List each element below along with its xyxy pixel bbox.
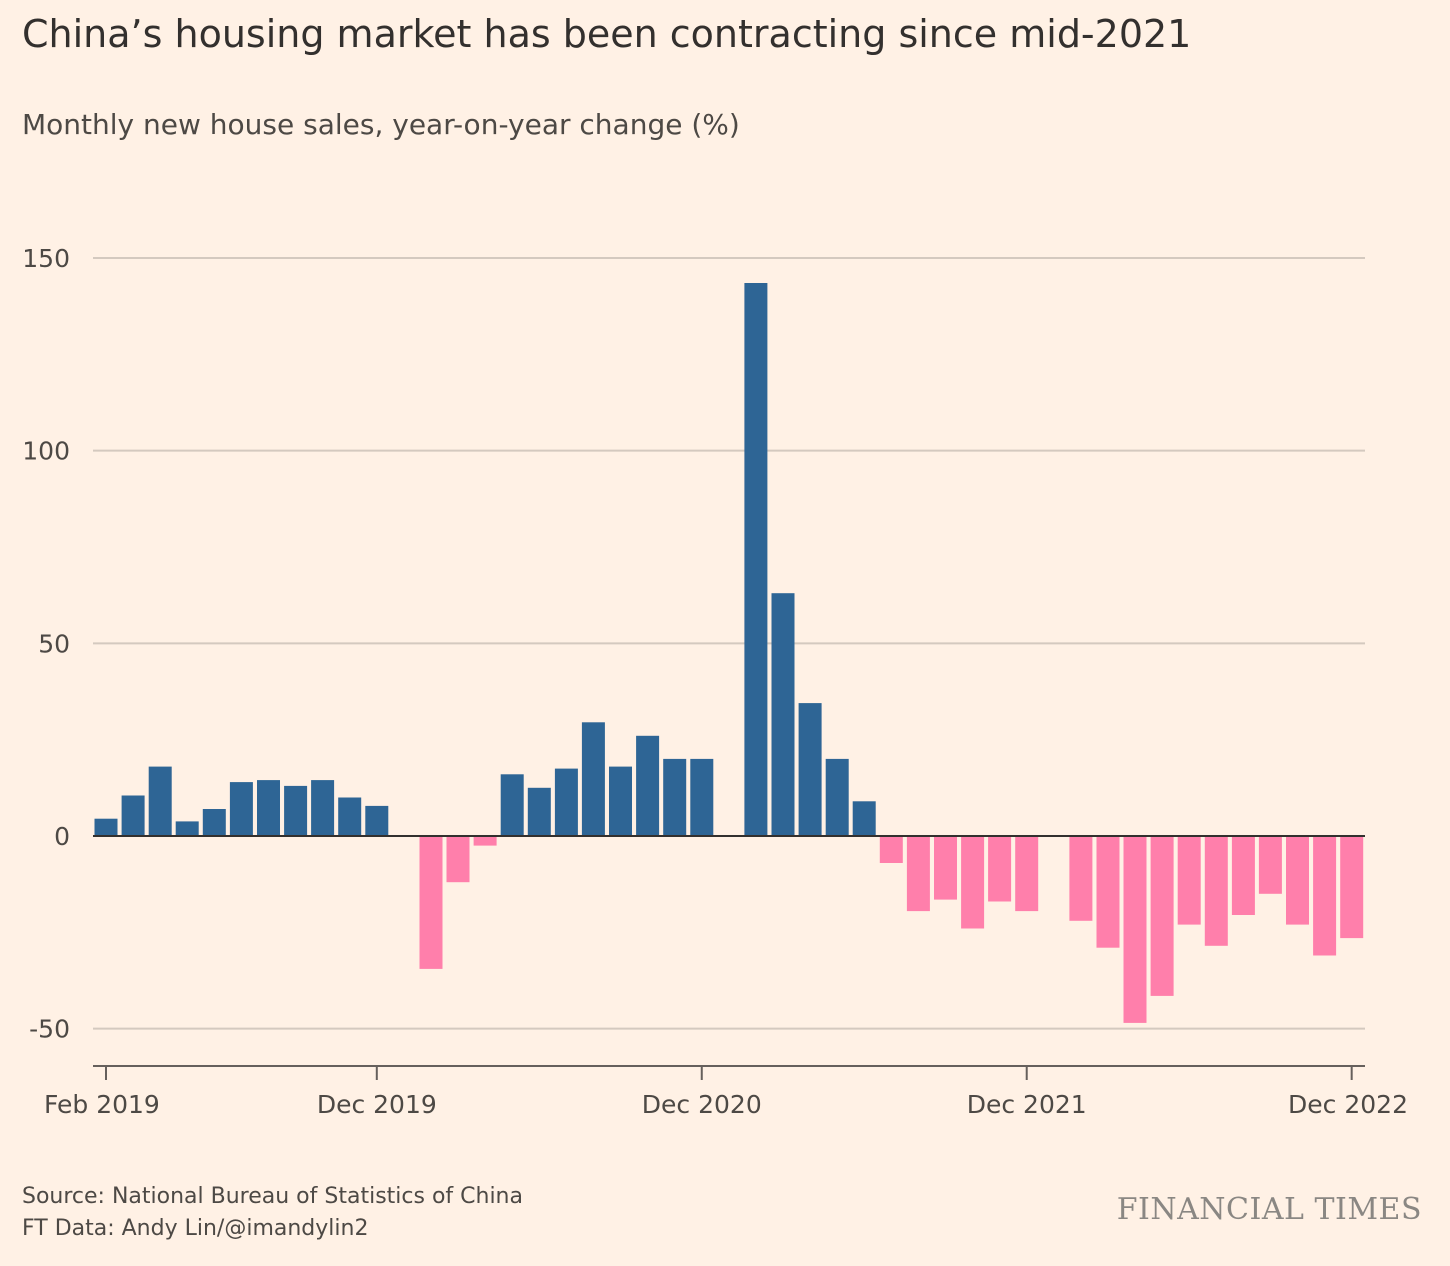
y-tick-label: 0 <box>54 822 70 851</box>
y-tick-label: -50 <box>29 1015 70 1044</box>
bar <box>1204 836 1228 946</box>
bar <box>1150 836 1174 996</box>
bar <box>1313 836 1337 956</box>
bar <box>419 836 443 969</box>
chart-subtitle: Monthly new house sales, year-on-year ch… <box>22 108 740 141</box>
x-tick-label: Dec 2020 <box>642 1090 762 1119</box>
chart-title: China’s housing market has been contract… <box>22 12 1192 56</box>
bar <box>988 836 1012 902</box>
bar <box>934 836 957 900</box>
bar <box>527 787 551 836</box>
bar <box>609 766 632 836</box>
bar <box>1069 836 1093 921</box>
bar <box>825 758 849 836</box>
bar <box>1231 836 1255 915</box>
credit-note: FT Data: Andy Lin/@imandylin2 <box>22 1216 369 1241</box>
bar <box>311 780 335 836</box>
bar <box>148 766 172 836</box>
bar <box>879 836 903 863</box>
y-tick-label: 150 <box>22 244 70 273</box>
y-axis-labels: 150 100 50 0 -50 <box>22 244 70 1044</box>
x-axis: Feb 2019 Dec 2019 Dec 2020 Dec 2021 Dec 2022 <box>44 1065 1408 1119</box>
y-tick-label: 50 <box>38 629 70 658</box>
x-tick-label: Dec 2022 <box>1288 1090 1408 1119</box>
bar <box>202 809 226 836</box>
bar <box>94 818 118 836</box>
bar <box>771 593 795 836</box>
bar <box>636 735 660 836</box>
bar <box>500 774 524 836</box>
bar <box>1123 836 1147 1023</box>
bars <box>94 283 1364 1023</box>
x-tick-label: Dec 2019 <box>317 1090 437 1119</box>
bar <box>1340 836 1364 939</box>
bar <box>257 780 280 836</box>
bar <box>365 805 389 836</box>
bar <box>473 836 497 846</box>
bar <box>852 801 876 836</box>
bar <box>961 836 985 929</box>
bar <box>906 836 930 912</box>
bar <box>690 758 714 836</box>
bar <box>1015 836 1039 912</box>
bar <box>554 768 578 836</box>
bar <box>744 283 768 836</box>
bar <box>1096 836 1120 948</box>
bar <box>798 703 822 836</box>
ft-logo: FINANCIAL TIMES <box>1116 1192 1422 1227</box>
bar <box>284 785 308 836</box>
bar <box>1258 836 1282 894</box>
bar <box>1177 836 1201 925</box>
bar <box>663 758 687 836</box>
x-tick-label: Dec 2021 <box>967 1090 1087 1119</box>
source-note: Source: National Bureau of Statistics of… <box>22 1184 523 1209</box>
bar <box>581 722 605 836</box>
bar <box>229 782 253 836</box>
bar <box>446 836 470 883</box>
bar <box>338 797 362 836</box>
y-tick-label: 100 <box>22 437 70 466</box>
bar <box>1286 836 1309 925</box>
bar <box>175 821 199 836</box>
bar <box>121 795 145 836</box>
gridlines <box>93 257 1365 1030</box>
x-tick-label: Feb 2019 <box>44 1090 160 1119</box>
